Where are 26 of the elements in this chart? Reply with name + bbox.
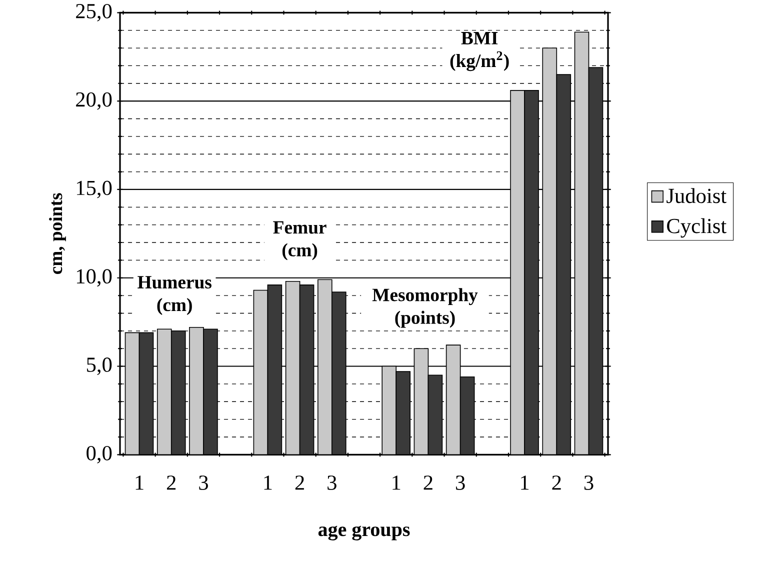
x-tick-label: 2: [552, 476, 561, 490]
x-tick-label: 1: [136, 476, 144, 490]
y-tick-label: 25,0: [76, 4, 112, 22]
x-tick-label: 1: [392, 476, 400, 490]
x-tick-label: 2: [166, 476, 176, 490]
annotation: Humerus (cm): [138, 276, 212, 315]
x-axis-title: age groups: [318, 526, 410, 540]
y-tick-label: 20,0: [76, 92, 112, 110]
x-tick-label: 3: [328, 476, 336, 490]
annotation: Femur (cm): [273, 221, 326, 260]
y-tick-label: 10,0: [76, 269, 112, 287]
x-tick-label: 2: [424, 476, 432, 490]
legend-label: Cyclist: [667, 218, 726, 238]
legend-label: Judoist: [666, 188, 726, 204]
x-tick-label: 3: [199, 476, 208, 490]
y-axis-title: cm, points: [49, 193, 66, 274]
x-tick-label: 3: [584, 476, 594, 490]
annotation: BMI (kg/m$^{2}$): [450, 32, 509, 72]
x-tick-label: 1: [521, 476, 529, 490]
y-tick-label: 0,0: [86, 446, 112, 464]
y-tick-label: 5,0: [87, 358, 112, 376]
annotation: Mesomorphy (points): [372, 288, 478, 328]
x-tick-label: 2: [295, 476, 304, 490]
y-tick-label: 15,0: [76, 180, 112, 198]
x-tick-label: 3: [456, 476, 465, 490]
x-tick-label: 1: [264, 476, 272, 490]
